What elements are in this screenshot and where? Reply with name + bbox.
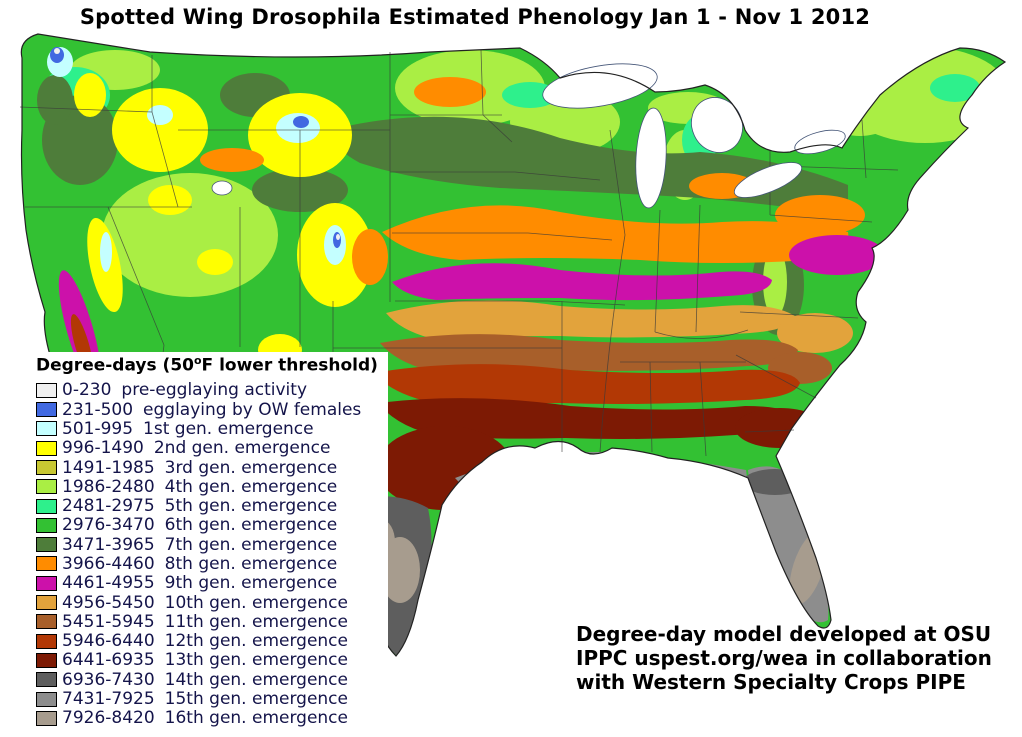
legend: Degree-days (50oF lower threshold) 0-230…: [28, 352, 388, 728]
legend-range: 6936-7430: [62, 669, 155, 690]
great-salt-lake: [211, 180, 233, 196]
legend-swatch: [36, 479, 57, 495]
legend-item: 4461-4955 9th gen. emergence: [36, 573, 378, 594]
legend-label: 6th gen. emergence: [164, 515, 338, 536]
legend-item: 1986-2480 4th gen. emergence: [36, 476, 378, 497]
attribution-line-2: IPPC uspest.org/wea in collaboration: [576, 646, 992, 670]
legend-label: 11th gen. emergence: [164, 611, 348, 632]
state-borders: [19, 49, 899, 457]
legend-range: 231-500: [62, 399, 134, 420]
legend-item: 231-500 egglaying by OW females: [36, 399, 378, 420]
attribution-line-3: with Western Specialty Crops PIPE: [576, 670, 966, 694]
attribution: Degree-day model developed at OSU IPPC u…: [576, 622, 1016, 694]
legend-items: 0-230 pre-egglaying activity 231-500 egg…: [36, 380, 378, 729]
legend-item: 2481-2975 5th gen. emergence: [36, 496, 378, 517]
legend-label: 8th gen. emergence: [164, 553, 338, 574]
legend-swatch: [36, 459, 57, 475]
legend-swatch: [36, 652, 57, 668]
legend-label: 4th gen. emergence: [164, 476, 338, 497]
legend-range: 3471-3965: [62, 534, 155, 555]
legend-swatch: [36, 537, 57, 553]
legend-swatch: [36, 710, 57, 726]
attribution-line-1: Degree-day model developed at OSU: [576, 622, 992, 646]
legend-item: 996-1490 2nd gen. emergence: [36, 438, 378, 459]
legend-range: 7926-8420: [62, 708, 155, 729]
degree-symbol: o: [193, 354, 202, 367]
legend-range: 1491-1985: [62, 457, 155, 478]
legend-range: 3966-4460: [62, 553, 155, 574]
legend-range: 1986-2480: [62, 476, 155, 497]
legend-label: 13th gen. emergence: [164, 650, 348, 671]
legend-range: 501-995: [62, 418, 134, 439]
legend-label: 16th gen. emergence: [164, 708, 348, 729]
lake-erie: [733, 162, 803, 198]
legend-label: 12th gen. emergence: [164, 631, 348, 652]
legend-swatch: [36, 614, 57, 630]
legend-label: 9th gen. emergence: [164, 573, 338, 594]
legend-range: 7431-7925: [62, 689, 155, 710]
legend-item: 6441-6935 13th gen. emergence: [36, 650, 378, 671]
legend-label: egglaying by OW females: [143, 399, 362, 420]
legend-item: 3471-3965 7th gen. emergence: [36, 534, 378, 555]
lake-michigan: [635, 107, 667, 209]
legend-swatch: [36, 517, 57, 533]
legend-item: 2976-3470 6th gen. emergence: [36, 515, 378, 536]
legend-swatch: [36, 498, 57, 514]
legend-item: 4956-5450 10th gen. emergence: [36, 592, 378, 613]
legend-range: 4461-4955: [62, 573, 155, 594]
legend-swatch: [36, 691, 57, 707]
legend-swatch: [36, 595, 57, 611]
legend-swatch: [36, 382, 57, 398]
legend-range: 2481-2975: [62, 496, 155, 517]
lake-ontario: [794, 129, 846, 155]
legend-swatch: [36, 672, 57, 688]
legend-title-suffix: F lower threshold): [201, 355, 378, 376]
legend-item: 3966-4460 8th gen. emergence: [36, 553, 378, 574]
legend-swatch: [36, 556, 57, 572]
legend-range: 5946-6440: [62, 631, 155, 652]
legend-item: 6936-7430 14th gen. emergence: [36, 669, 378, 690]
page-title: Spotted Wing Drosophila Estimated Phenol…: [79, 5, 871, 29]
legend-label: 3rd gen. emergence: [164, 457, 338, 478]
legend-item: 5946-6440 12th gen. emergence: [36, 631, 378, 652]
legend-label: pre-egglaying activity: [121, 380, 308, 401]
legend-label: 7th gen. emergence: [164, 534, 338, 555]
legend-swatch: [36, 402, 57, 418]
legend-label: 10th gen. emergence: [164, 592, 348, 613]
legend-range: 0-230: [62, 380, 112, 401]
legend-range: 996-1490: [62, 438, 144, 459]
legend-item: 1491-1985 3rd gen. emergence: [36, 457, 378, 478]
legend-title-text: Degree-days (50: [36, 355, 194, 376]
legend-label: 5th gen. emergence: [164, 496, 338, 517]
legend-item: 7926-8420 16th gen. emergence: [36, 708, 378, 729]
legend-label: 1st gen. emergence: [143, 418, 314, 439]
legend-swatch: [36, 421, 57, 437]
legend-range: 6441-6935: [62, 650, 155, 671]
legend-range: 5451-5945: [62, 611, 155, 632]
legend-item: 5451-5945 11th gen. emergence: [36, 611, 378, 632]
legend-swatch: [36, 633, 57, 649]
legend-item: 501-995 1st gen. emergence: [36, 418, 378, 439]
legend-title: Degree-days (50oF lower threshold): [36, 354, 378, 376]
legend-item: 0-230 pre-egglaying activity: [36, 380, 378, 401]
legend-swatch: [36, 440, 57, 456]
legend-range: 2976-3470: [62, 515, 155, 536]
legend-label: 2nd gen. emergence: [153, 438, 331, 459]
legend-label: 15th gen. emergence: [164, 689, 348, 710]
lake-huron: [691, 97, 743, 153]
legend-item: 7431-7925 15th gen. emergence: [36, 689, 378, 710]
legend-swatch: [36, 575, 57, 591]
legend-range: 4956-5450: [62, 592, 155, 613]
legend-label: 14th gen. emergence: [164, 669, 348, 690]
